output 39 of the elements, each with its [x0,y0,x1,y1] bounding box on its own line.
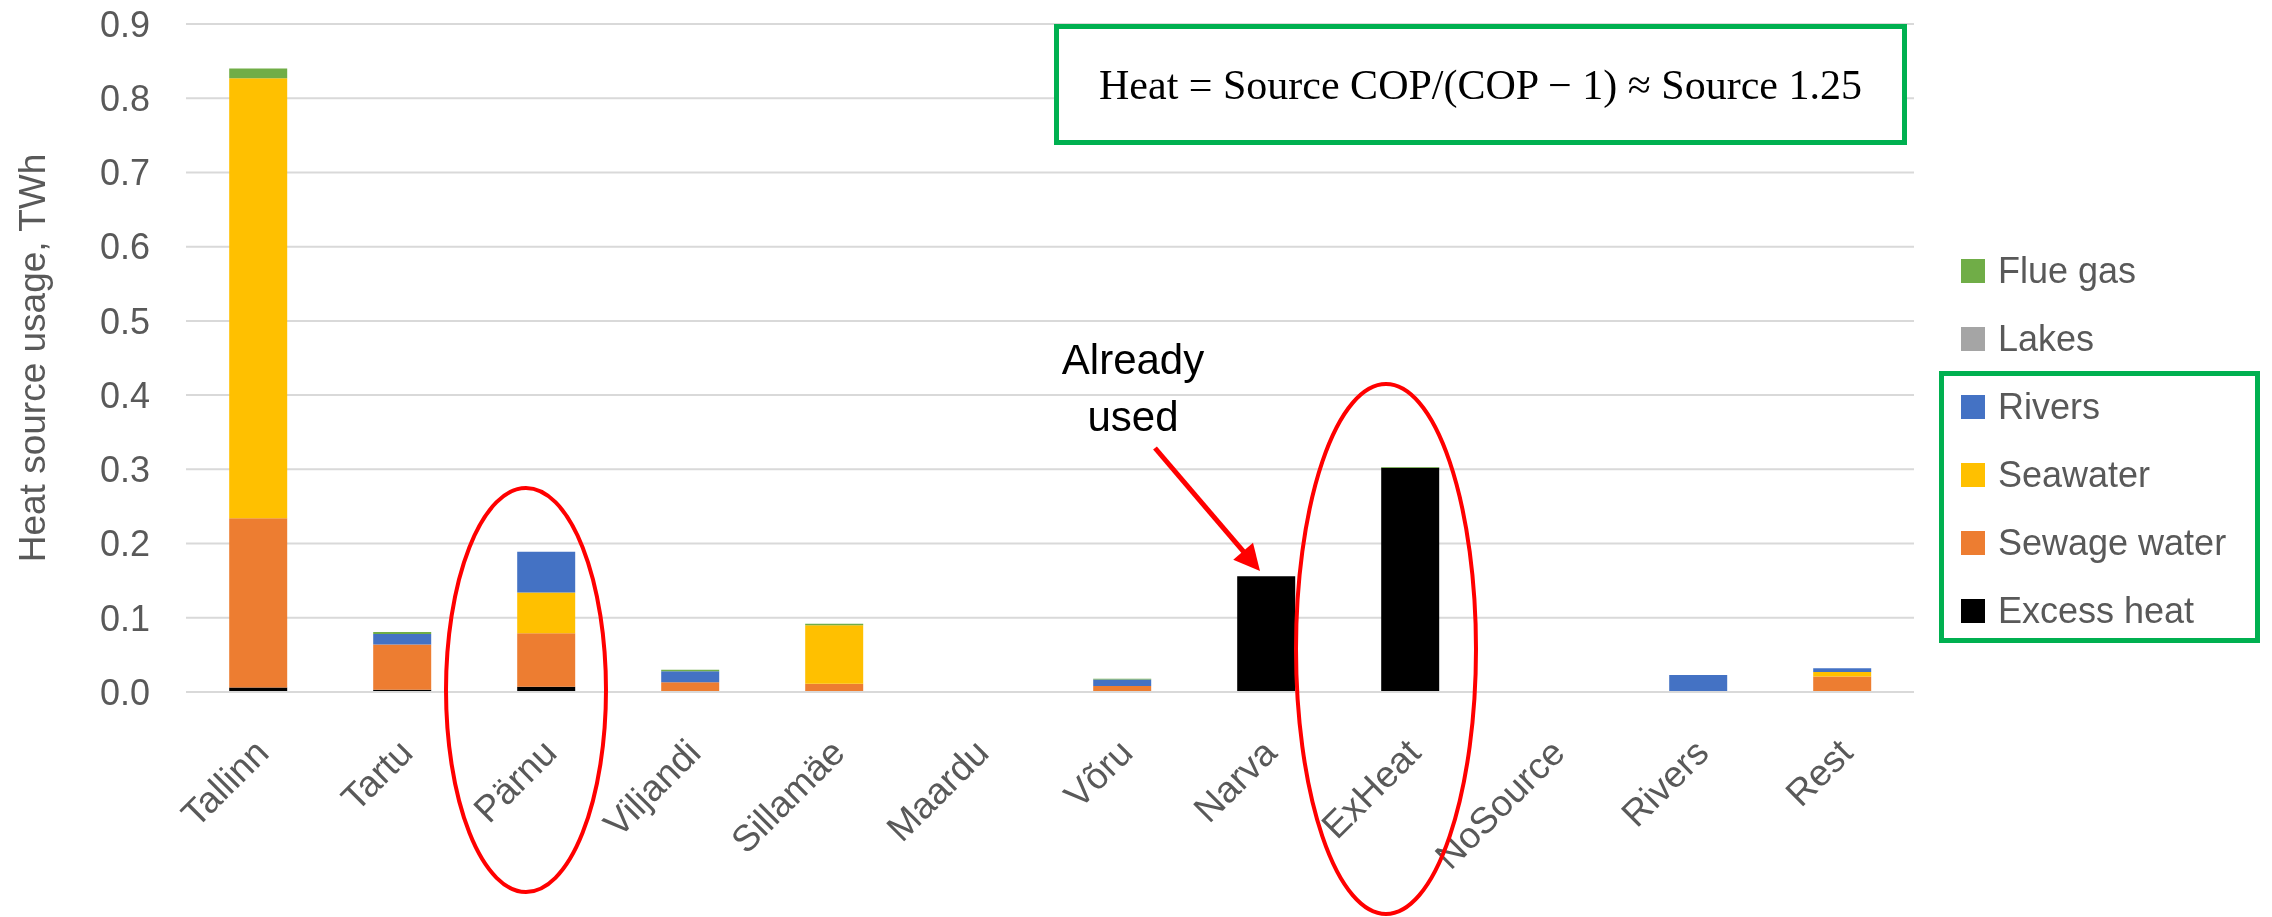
y-tick-label: 0.7 [99,152,150,194]
y-tick-label: 0.5 [99,300,150,342]
bar [1669,674,1728,692]
y-tick-label: 0.1 [99,597,150,639]
bar [229,68,288,79]
bar [661,682,720,692]
bar [1813,671,1872,677]
bar [1813,668,1872,672]
x-tick-label: Võru [1056,731,1141,816]
bar [1381,467,1440,692]
legend-label: Excess heat [1998,590,2195,632]
annotation: Heat = Source COP/(COP − 1) ≈ Source 1.25 [1099,60,1862,109]
legend-label: Lakes [1998,318,2095,360]
bar [373,631,432,635]
bar [517,633,576,687]
bar [373,644,432,690]
bar [373,634,432,645]
bar [229,78,288,519]
bar [517,551,576,593]
bar [229,518,288,688]
bar [805,625,864,684]
legend-label: Seawater [1998,454,2151,496]
bar [1093,679,1152,687]
y-axis-title: Heat source usage, TWh [12,153,54,563]
annotation: Already used [1061,336,1205,440]
y-tick-label: 0.2 [99,523,150,565]
legend-label: Flue gas [1998,250,2137,292]
y-tick-label: 0.6 [99,226,150,268]
legend-label: Sewage water [1998,522,2227,564]
bar [1237,576,1296,692]
legend-label: Rivers [1998,386,2101,428]
bar [1813,676,1872,692]
y-tick-label: 0.0 [99,671,150,713]
bar [517,592,576,634]
y-tick-label: 0.4 [99,374,150,416]
y-tick-label: 0.3 [99,449,150,491]
bar [661,671,720,683]
y-tick-label: 0.9 [99,3,150,45]
y-tick-label: 0.8 [99,78,150,119]
